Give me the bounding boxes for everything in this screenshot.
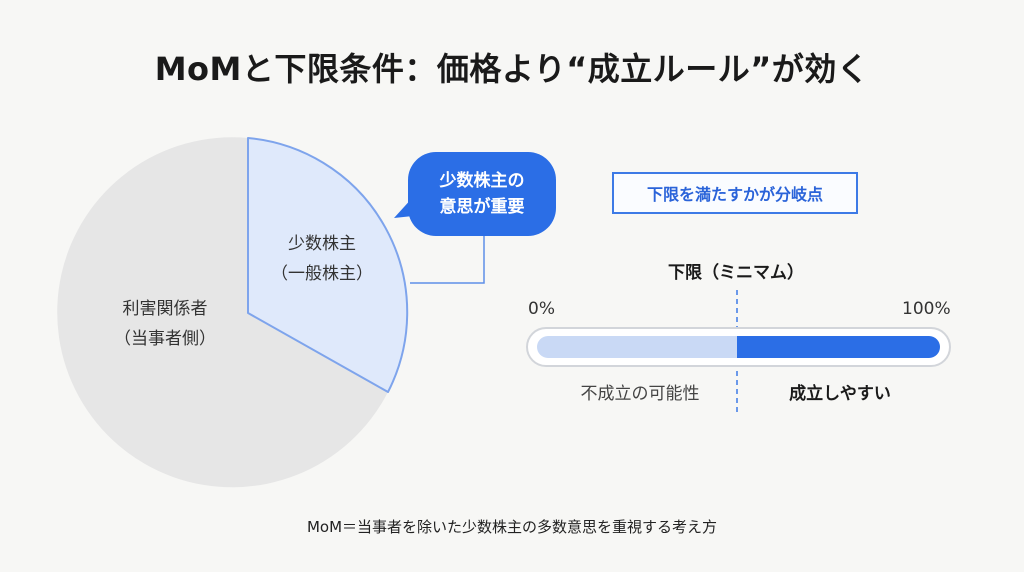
bubble-connector	[410, 236, 485, 284]
minority-sector	[247, 137, 409, 393]
minority-speech-bubble: 少数株主の 意思が重要	[408, 152, 556, 236]
minority-label-line2: （一般株主）	[271, 263, 373, 284]
bubble-line2: 意思が重要	[439, 197, 525, 217]
stakeholder-label-line2: （当事者側）	[114, 328, 216, 349]
threshold-heading: 下限（ミニマム）	[668, 263, 804, 283]
bubble-line1: 少数株主の	[439, 170, 525, 191]
threshold-bar-above	[737, 336, 940, 358]
stakeholder-sector	[57, 137, 389, 488]
threshold-callout: 下限を満たすかが分岐点	[612, 172, 858, 214]
min-label: 0%	[528, 299, 555, 319]
above-threshold-label: 成立しやすい	[789, 384, 891, 404]
max-label: 100%	[902, 299, 951, 319]
threshold-bar-below	[537, 336, 741, 358]
minority-label-line1: 少数株主	[288, 234, 356, 254]
below-threshold-label: 不成立の可能性	[580, 384, 700, 404]
stakeholder-label: 利害関係者 （当事者側）	[90, 295, 240, 355]
stakeholder-label-line1: 利害関係者	[122, 299, 208, 319]
page-title: MoMと下限条件：価格より“成立ルール”が効く	[154, 50, 870, 88]
footnote: MoM＝当事者を除いた少数株主の多数意思を重視する考え方	[306, 518, 718, 536]
minority-label: 少数株主 （一般株主）	[262, 230, 382, 290]
